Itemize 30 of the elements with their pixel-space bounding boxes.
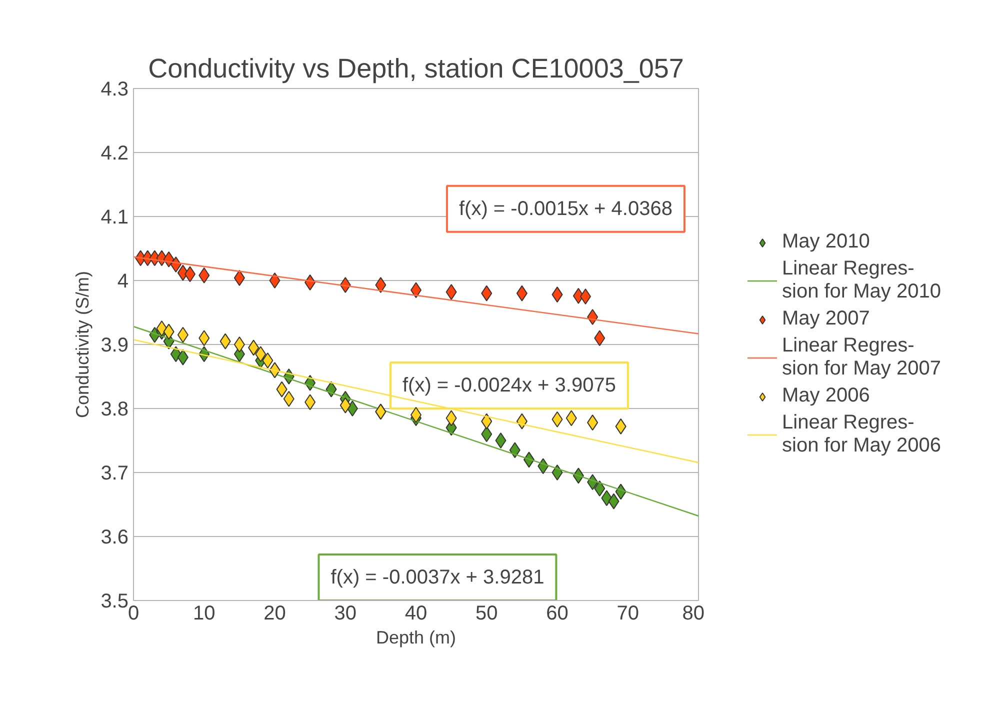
legend-label: May 2010 bbox=[782, 230, 870, 254]
x-axis-title: Depth (m) bbox=[376, 628, 456, 648]
x-tick-label: 20 bbox=[264, 602, 286, 624]
y-tick-label: 3.8 bbox=[100, 398, 129, 420]
legend-label: Linear Regres- sion for May 2007 bbox=[782, 334, 941, 380]
annotation: f(x) = -0.0015x + 4.0368 bbox=[458, 198, 672, 220]
x-tick-label: 60 bbox=[546, 602, 568, 624]
y-tick-label: 4.1 bbox=[100, 206, 129, 228]
legend-label: Linear Regres- sion for May 2010 bbox=[782, 258, 941, 304]
x-tick-label: 10 bbox=[193, 602, 216, 624]
y-tick-label: 4 bbox=[117, 270, 128, 292]
y-tick-label: 3.9 bbox=[100, 334, 129, 356]
x-tick-label: 70 bbox=[616, 602, 639, 624]
y-tick-label: 4.3 bbox=[100, 78, 129, 100]
legend-label: May 2006 bbox=[782, 384, 870, 408]
x-tick-label: 30 bbox=[334, 602, 356, 624]
x-tick-label: 50 bbox=[476, 602, 498, 624]
annotation: f(x) = -0.0037x + 3.9281 bbox=[330, 566, 544, 588]
y-axis-title: Conductivity (S/m) bbox=[72, 270, 93, 418]
x-tick-label: 0 bbox=[128, 602, 140, 624]
y-tick-label: 3.6 bbox=[100, 526, 129, 548]
legend-label: May 2007 bbox=[782, 308, 870, 330]
x-tick-label: 80 bbox=[682, 602, 705, 624]
legend-label: Linear Regres- sion for May 2006 bbox=[782, 412, 941, 458]
annotation: f(x) = -0.0024x + 3.9075 bbox=[402, 374, 616, 396]
y-tick-label: 3.7 bbox=[100, 462, 129, 484]
y-tick-label: 3.5 bbox=[100, 590, 129, 612]
chart-title: Conductivity vs Depth, station CE10003_057 bbox=[148, 54, 684, 84]
x-tick-label: 40 bbox=[404, 602, 428, 624]
y-tick-label: 4.2 bbox=[100, 142, 129, 164]
